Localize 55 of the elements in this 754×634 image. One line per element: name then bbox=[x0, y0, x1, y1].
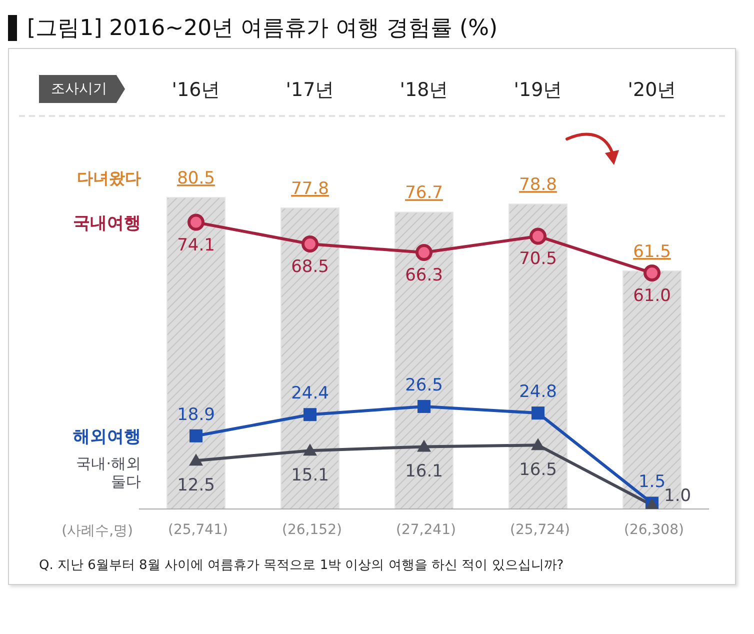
x-tick-label: '17년 bbox=[284, 78, 336, 103]
series-label: 다녀왔다 bbox=[77, 168, 141, 188]
point bbox=[418, 400, 430, 413]
text: (27,241) bbox=[395, 522, 457, 540]
point bbox=[416, 244, 432, 261]
bar bbox=[394, 212, 454, 509]
data-label: 1.0 bbox=[664, 486, 692, 506]
data-label: 26.5 bbox=[405, 375, 443, 396]
data-label: 12.5 bbox=[177, 476, 215, 496]
x-tick-label: '19년 bbox=[512, 78, 564, 103]
data-label: 16.1 bbox=[405, 462, 443, 482]
data-label: 16.5 bbox=[519, 460, 557, 480]
text: (26,308) bbox=[623, 522, 685, 540]
point bbox=[531, 438, 545, 450]
text: Q. 지난 6월부터 8월 사이에 여름휴가 목적으로 1박 이상의 여행을 하신 적이 있으십니까? bbox=[39, 557, 565, 574]
tag-badge: 조사시기 bbox=[39, 75, 125, 103]
point bbox=[189, 454, 203, 466]
point bbox=[532, 406, 544, 420]
data-label: 77.8 bbox=[291, 178, 329, 199]
data-label: 18.9 bbox=[177, 404, 215, 425]
text: 해외여행 bbox=[73, 426, 141, 447]
data-label: 61.5 bbox=[633, 242, 671, 262]
data-label: 70.5 bbox=[519, 249, 557, 270]
point bbox=[530, 228, 546, 245]
data-label: 80.5 bbox=[177, 168, 215, 189]
point bbox=[190, 429, 202, 442]
point bbox=[302, 235, 318, 252]
text: (25,741) bbox=[167, 522, 229, 540]
x-tick-label: '16년 bbox=[170, 78, 222, 103]
text: 국내여행 bbox=[73, 213, 141, 234]
data-label: 15.1 bbox=[291, 466, 329, 486]
bar bbox=[280, 207, 340, 509]
text: (25,724) bbox=[509, 522, 571, 540]
x-tick-label: '20년 bbox=[626, 78, 678, 103]
text: (사례수,명) bbox=[60, 522, 134, 540]
text: 국내·해외 둘다 bbox=[76, 454, 141, 491]
data-label: 78.8 bbox=[519, 175, 557, 196]
data-label: 66.3 bbox=[405, 265, 443, 286]
point bbox=[303, 444, 317, 456]
data-label: 1.5 bbox=[638, 472, 666, 492]
data-label: 74.1 bbox=[177, 235, 215, 256]
bar bbox=[166, 197, 226, 509]
data-label: 61.0 bbox=[633, 286, 671, 306]
point bbox=[644, 264, 660, 282]
data-label: 24.8 bbox=[519, 382, 557, 402]
data-label: 76.7 bbox=[405, 183, 443, 204]
chart-title: [그림1] 2016~20년 여름휴가 여행 경험률 (%) bbox=[27, 15, 498, 43]
data-label: 68.5 bbox=[291, 256, 329, 277]
point bbox=[304, 408, 316, 422]
point bbox=[417, 440, 431, 452]
x-tick-label: '18년 bbox=[398, 78, 450, 103]
text: (26,152) bbox=[281, 522, 343, 540]
bar bbox=[508, 204, 568, 509]
point bbox=[188, 214, 204, 231]
data-label: 24.4 bbox=[291, 384, 329, 404]
